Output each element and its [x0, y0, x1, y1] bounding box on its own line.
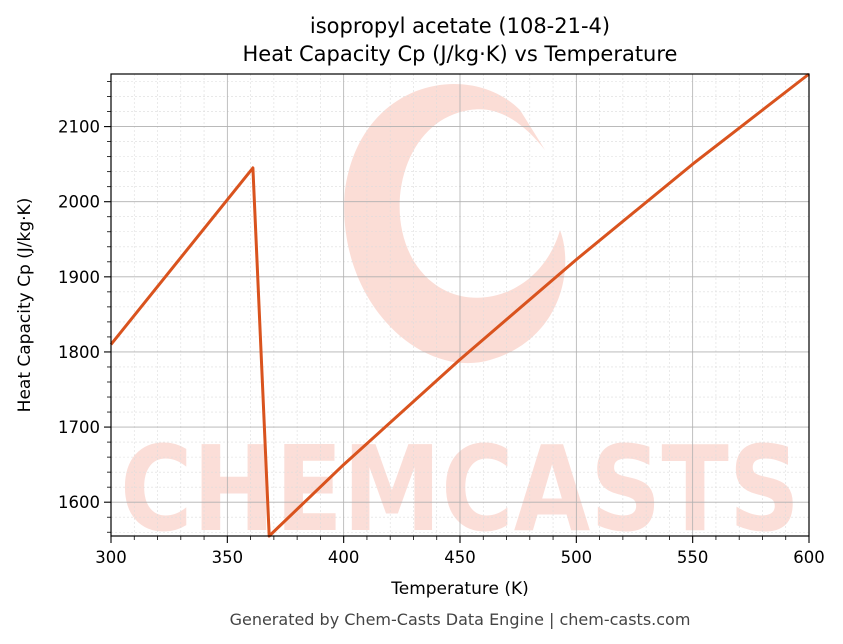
y-tick-label: 2100: [58, 118, 100, 137]
y-tick-label: 2000: [58, 193, 100, 212]
y-axis-label: Heat Capacity Cp (J/kg·K): [15, 198, 35, 413]
x-axis-label: Temperature (K): [390, 579, 529, 599]
x-tick-label: 450: [444, 548, 476, 567]
x-tick-label: 400: [328, 548, 360, 567]
x-tick-label: 550: [677, 548, 709, 567]
y-tick-label: 1700: [58, 418, 100, 437]
y-tick-label: 1900: [58, 268, 100, 287]
y-tick-label: 1800: [58, 343, 100, 362]
y-tick-label: 1600: [58, 493, 100, 512]
x-tick-label: 600: [793, 548, 825, 567]
x-tick-label: 500: [561, 548, 593, 567]
chart-subtitle: Heat Capacity Cp (J/kg·K) vs Temperature: [243, 42, 678, 66]
x-tick-label: 350: [212, 548, 244, 567]
watermark-swirl: [344, 84, 566, 364]
tick-labels: 300 350 400 450 500 550 600 1600 1700 1800 1900 200…: [58, 118, 825, 567]
chart-title: isopropyl acetate (108-21-4): [310, 14, 610, 38]
x-tick-label: 300: [95, 548, 127, 567]
grid-major: [110, 74, 810, 536]
axis-ticks: [104, 81, 810, 543]
footer-credit: Generated by Chem-Casts Data Engine | ch…: [230, 610, 691, 629]
series-line: [109, 72, 810, 538]
